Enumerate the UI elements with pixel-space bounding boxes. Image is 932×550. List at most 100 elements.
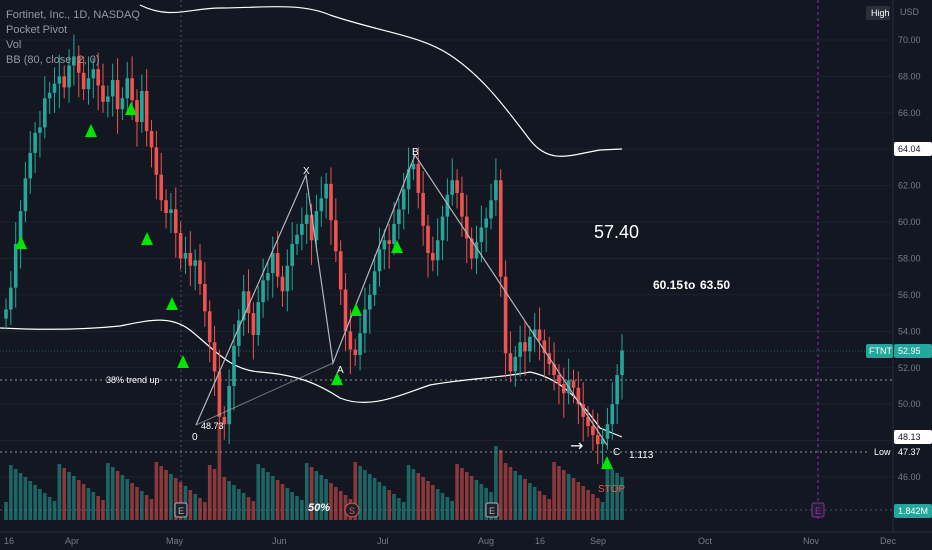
volume-bar: [227, 481, 231, 520]
volume-bar: [518, 475, 522, 520]
volume-bar: [140, 491, 144, 520]
earnings-icon[interactable]: E: [811, 502, 825, 518]
volume-bar: [241, 493, 246, 520]
candle-body: [343, 289, 348, 332]
volume-bar: [440, 493, 445, 520]
bb-lower-badge-bg: [894, 430, 932, 444]
candle-body: [353, 349, 358, 356]
time-axis-bg: [0, 532, 932, 550]
candle-body: [532, 329, 537, 337]
candle-body: [178, 233, 183, 259]
price-axis[interactable]: USD70.0068.0066.0064.0062.0060.0058.0056…: [866, 0, 932, 532]
volume-bar: [149, 499, 154, 520]
candle-body: [67, 65, 71, 88]
volume-bar: [188, 490, 193, 520]
bb-upper-badge-bg: [894, 142, 932, 156]
volume-bar: [300, 500, 304, 520]
volume-bar: [280, 484, 285, 520]
ticker-tag: FTNT: [869, 346, 892, 356]
candle-body: [33, 132, 37, 153]
candle-body: [13, 243, 18, 288]
pocket-pivot-marker: [601, 456, 613, 469]
volume-bar: [43, 493, 47, 520]
split-icon-letter: S: [349, 506, 355, 516]
pattern-xa-line: [195, 362, 334, 426]
volume-bar: [164, 470, 168, 520]
volume-bar: [125, 479, 130, 520]
candle-body: [304, 214, 309, 224]
volume-bar: [464, 472, 469, 520]
volume-bar: [498, 450, 503, 520]
candle-body: [571, 380, 576, 388]
volume-bar: [106, 463, 110, 520]
candle-body: [203, 283, 207, 312]
candle-body: [266, 273, 270, 281]
volume-bar: [217, 423, 222, 520]
legend-bollinger[interactable]: BB (80, close, 2, 0): [6, 54, 100, 66]
legend-volume[interactable]: Vol: [6, 39, 22, 51]
volume-bar: [13, 469, 18, 520]
candle-body: [300, 223, 304, 235]
candle-body: [406, 169, 411, 190]
pocket-pivot-marker: [141, 232, 153, 245]
ticker-tag-bg: [866, 344, 893, 358]
volume-bar: [421, 477, 425, 520]
candle-body: [212, 342, 217, 372]
candle-body: [251, 313, 256, 335]
point-0-label: 0: [192, 432, 198, 443]
volume-bar: [203, 502, 207, 520]
candle-body: [120, 98, 125, 110]
low-tag: Low: [874, 447, 891, 457]
candle-body: [489, 200, 493, 219]
volume-bar: [610, 469, 615, 520]
earnings-icon-letter: E: [815, 506, 821, 516]
candle-body: [183, 253, 188, 259]
legend-title[interactable]: Fortinet, Inc., 1D, NASDAQ: [6, 9, 140, 21]
pocket-pivot-marker: [177, 355, 189, 368]
split-icon[interactable]: S: [344, 502, 360, 518]
pocket-pivot-marker: [125, 102, 137, 115]
candle-body: [450, 180, 455, 195]
candle-body: [440, 216, 445, 241]
earnings-icon[interactable]: E: [485, 502, 499, 518]
volume-bar: [154, 462, 159, 520]
legend-pocket-pivot[interactable]: Pocket Pivot: [6, 24, 68, 36]
earnings-icon[interactable]: E: [174, 502, 188, 518]
candle-body: [464, 216, 469, 239]
bollinger-bands: [0, 4, 623, 438]
price-tick: 68.00: [898, 71, 921, 81]
volume-bar: [18, 473, 23, 520]
volume-bar: [557, 466, 561, 520]
candle-body: [96, 69, 100, 86]
candle-body: [372, 271, 377, 295]
volume-bar: [237, 489, 241, 520]
pocket-pivot-markers: [15, 102, 613, 469]
candle-body: [620, 350, 624, 376]
volume-bar: [4, 502, 8, 520]
candle-body: [246, 291, 251, 314]
candle-body: [421, 192, 425, 226]
volume-bar: [67, 472, 71, 520]
volume-bar: [581, 486, 585, 520]
volume-bar: [207, 465, 212, 520]
low-value-badge-bg: [894, 445, 932, 459]
volume-bar: [469, 476, 474, 520]
earnings-icon-box: [485, 502, 499, 518]
candle-body: [86, 78, 91, 90]
volume-bar: [309, 467, 314, 520]
volume-bar: [406, 465, 411, 520]
candle-body: [498, 180, 503, 277]
candle-body: [469, 238, 474, 259]
volume-bar: [397, 498, 401, 520]
pocket-pivot-marker: [350, 303, 362, 316]
time-axis[interactable]: 16 Apr May Jun Jul Aug 16 Sep Oct Nov Dec: [0, 531, 932, 550]
candle-body: [47, 92, 52, 99]
volume-bar: [222, 477, 227, 520]
chart-annotations: 57.40 60.15 to 63.50 38% trend up 48.73 1.113 X…: [106, 147, 825, 518]
candle-body: [198, 260, 202, 284]
candle-body: [4, 309, 8, 319]
volume-bar: [401, 502, 406, 520]
candle-body: [537, 329, 542, 341]
